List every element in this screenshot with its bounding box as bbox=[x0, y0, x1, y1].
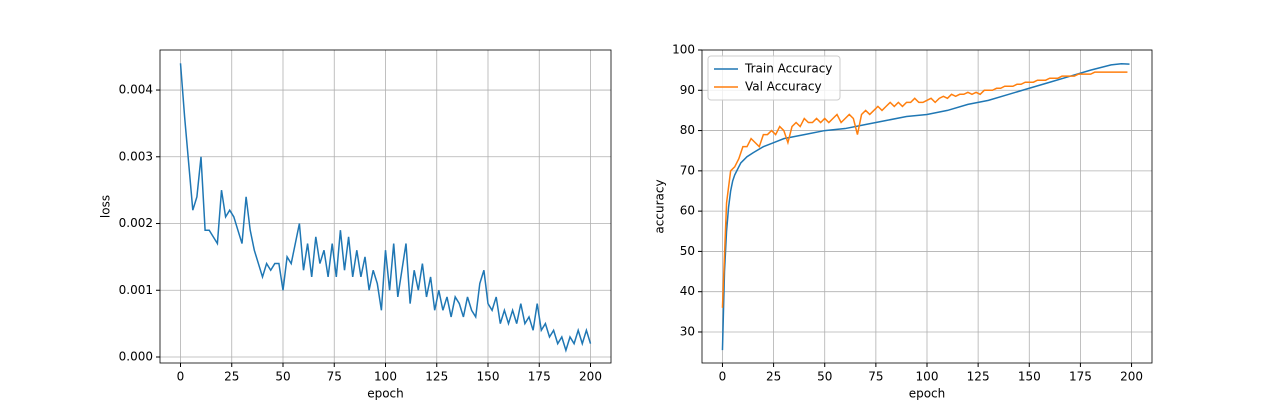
x-tick-label: 25 bbox=[766, 370, 781, 384]
y-tick-label: 0.003 bbox=[119, 149, 153, 163]
legend-box bbox=[707, 55, 841, 101]
x-tick-label: 175 bbox=[1069, 370, 1092, 384]
y-tick-label: 70 bbox=[680, 163, 695, 177]
x-tick-label: 150 bbox=[1018, 370, 1041, 384]
x-tick-label: 200 bbox=[1120, 370, 1143, 384]
axes-frame bbox=[159, 49, 612, 364]
x-tick-label: 125 bbox=[967, 370, 990, 384]
y-axis-label: loss bbox=[99, 195, 113, 218]
x-tick-label: 125 bbox=[425, 370, 448, 384]
x-tick-label: 200 bbox=[579, 370, 602, 384]
y-tick-label: 40 bbox=[680, 284, 695, 298]
x-tick-label: 0 bbox=[719, 370, 727, 384]
x-tick-label: 100 bbox=[916, 370, 939, 384]
x-tick-label: 50 bbox=[275, 370, 290, 384]
y-tick-label: 0.004 bbox=[119, 83, 153, 97]
y-tick-label: 0.001 bbox=[119, 283, 153, 297]
x-tick-label: 75 bbox=[868, 370, 883, 384]
x-tick-label: 150 bbox=[477, 370, 500, 384]
y-tick-label: 80 bbox=[680, 123, 695, 137]
y-tick-label: 0.000 bbox=[119, 349, 153, 363]
y-axis-label: accuracy bbox=[653, 179, 667, 233]
y-tick-label: 30 bbox=[680, 324, 695, 338]
x-axis-label: epoch bbox=[367, 387, 404, 401]
y-tick-label: 60 bbox=[680, 204, 695, 218]
x-axis-label: epoch bbox=[909, 387, 946, 401]
series-line bbox=[721, 62, 1130, 351]
x-tick-label: 100 bbox=[374, 370, 397, 384]
series-line bbox=[721, 71, 1128, 308]
y-tick-label: 0.002 bbox=[119, 216, 153, 230]
y-tick-label: 100 bbox=[672, 43, 695, 57]
axes-frame bbox=[701, 49, 1153, 364]
x-tick-label: 175 bbox=[528, 370, 551, 384]
legend-label: Train Accuracy bbox=[744, 62, 832, 76]
legend-label: Val Accuracy bbox=[745, 80, 822, 94]
x-tick-label: 0 bbox=[177, 370, 185, 384]
y-tick-label: 50 bbox=[680, 244, 695, 258]
x-tick-label: 75 bbox=[327, 370, 342, 384]
y-tick-label: 90 bbox=[680, 83, 695, 97]
series-line bbox=[179, 63, 592, 353]
x-tick-label: 25 bbox=[224, 370, 239, 384]
x-tick-label: 50 bbox=[817, 370, 832, 384]
